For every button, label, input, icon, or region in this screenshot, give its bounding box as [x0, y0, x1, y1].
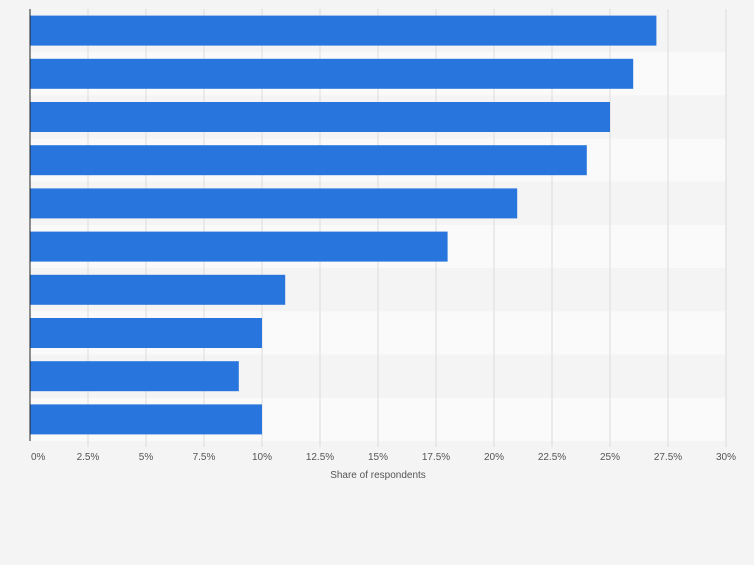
x-tick-label: 5%	[139, 452, 154, 463]
bars	[30, 15, 657, 435]
x-tick-label: 15%	[368, 452, 388, 463]
bar[interactable]	[30, 102, 610, 132]
bar[interactable]	[30, 231, 448, 262]
x-tick-label: 20%	[484, 452, 504, 463]
x-axis-label: Share of respondents	[330, 470, 426, 481]
bar[interactable]	[30, 361, 239, 392]
bar[interactable]	[30, 15, 657, 46]
x-tick-label: 12.5%	[306, 452, 334, 463]
bar[interactable]	[30, 404, 262, 435]
bar[interactable]	[30, 145, 587, 176]
bar[interactable]	[30, 188, 518, 219]
x-tick-label: 22.5%	[538, 452, 566, 463]
x-tick-label: 25%	[600, 452, 620, 463]
x-tick-label: 17.5%	[422, 452, 450, 463]
x-tick-label: 2.5%	[77, 452, 100, 463]
bar[interactable]	[30, 274, 286, 305]
x-tick-label: 7.5%	[193, 452, 216, 463]
x-tick-label: 0%	[31, 452, 46, 463]
x-tick-label: 10%	[252, 452, 272, 463]
bar[interactable]	[30, 318, 262, 348]
x-tick-labels: 0% 2.5% 5% 7.5% 10% 12.5% 15% 17.5% 20% 22.5% 25% 2…	[31, 452, 736, 463]
x-tick-label: 30%	[716, 452, 736, 463]
x-tick-label: 27.5%	[654, 452, 682, 463]
bar[interactable]	[30, 58, 634, 89]
